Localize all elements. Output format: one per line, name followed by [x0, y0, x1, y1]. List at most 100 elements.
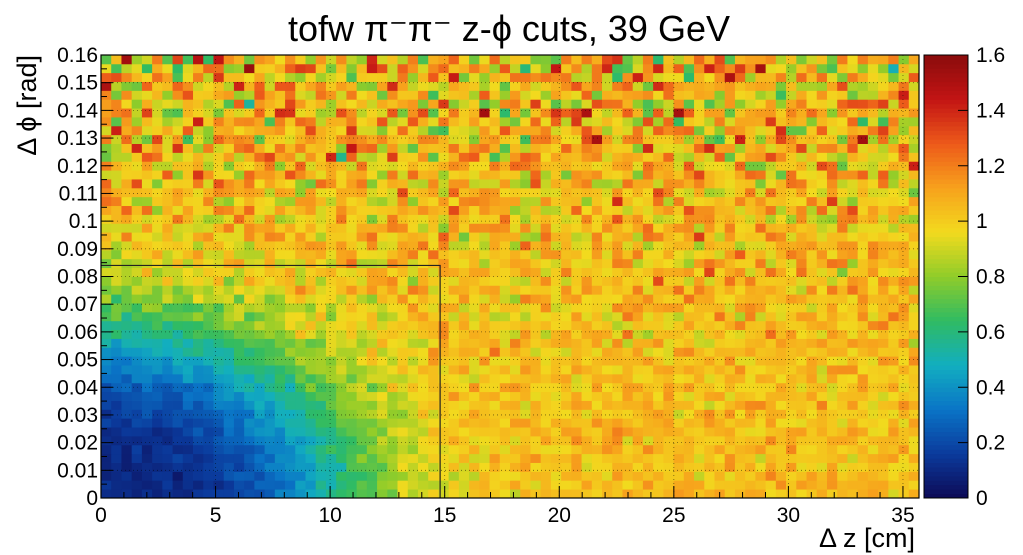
heatmap-cell — [479, 418, 490, 428]
heatmap-cell — [755, 81, 767, 91]
heatmap-cell — [101, 347, 112, 357]
heatmap-cell — [755, 365, 767, 375]
heatmap-cell — [622, 90, 634, 100]
heatmap-cell — [213, 347, 225, 357]
heatmap-cell — [346, 418, 358, 428]
heatmap-cell — [734, 241, 746, 251]
heatmap-cell — [213, 373, 225, 384]
heatmap-cell — [816, 214, 828, 224]
heatmap-cell — [561, 338, 572, 348]
heatmap-cell — [591, 303, 603, 313]
heatmap-cell — [233, 143, 245, 153]
heatmap-cell — [867, 303, 879, 313]
heatmap-cell — [499, 294, 511, 304]
heatmap-cell — [458, 179, 470, 189]
heatmap-cell — [796, 471, 807, 481]
heatmap-cell — [101, 125, 112, 136]
heatmap-cell — [121, 285, 133, 295]
heatmap-cell — [888, 418, 899, 428]
heatmap-cell — [458, 223, 470, 233]
heatmap-cell — [479, 462, 490, 472]
heatmap-cell — [653, 161, 664, 171]
heatmap-cell — [223, 267, 235, 277]
heatmap-cell — [182, 418, 194, 428]
heatmap-cell — [479, 170, 490, 180]
heatmap-cell — [377, 311, 388, 322]
heatmap-cell — [704, 435, 715, 446]
heatmap-cell — [428, 241, 439, 251]
heatmap-cell — [111, 373, 122, 384]
heatmap-cell — [366, 285, 378, 295]
heatmap-cell — [816, 382, 828, 393]
heatmap-cell — [704, 373, 715, 384]
heatmap-cell — [223, 347, 235, 357]
color-scale-segment — [924, 404, 968, 410]
heatmap-cell — [346, 55, 358, 65]
heatmap-cell — [111, 311, 122, 322]
heatmap-cell — [233, 72, 245, 82]
heatmap-cell — [602, 427, 613, 437]
heatmap-cell — [683, 63, 695, 74]
heatmap-cell — [366, 81, 378, 91]
heatmap-cell — [325, 347, 337, 357]
heatmap-cell — [285, 311, 296, 322]
heatmap-cell — [837, 356, 848, 366]
heatmap-cell — [898, 427, 910, 437]
heatmap-cell — [213, 241, 225, 251]
heatmap-cell — [203, 179, 214, 189]
heatmap-cell — [162, 258, 173, 269]
heatmap-cell — [111, 152, 122, 162]
heatmap-cell — [428, 170, 439, 180]
heatmap-cell — [285, 480, 296, 490]
heatmap-cell — [193, 134, 204, 144]
heatmap-cell — [336, 232, 347, 242]
heatmap-cell — [724, 418, 736, 428]
heatmap-cell — [499, 329, 511, 339]
heatmap-cell — [305, 179, 317, 189]
heatmap-cell — [591, 373, 603, 384]
color-scale-segment — [924, 289, 968, 295]
heatmap-cell — [325, 311, 337, 322]
heatmap-cell — [622, 223, 634, 233]
heatmap-cell — [336, 373, 347, 384]
heatmap-cell — [285, 276, 296, 286]
heatmap-cell — [131, 418, 143, 428]
heatmap-cell — [254, 400, 266, 410]
heatmap-cell — [305, 223, 317, 233]
heatmap-cell — [857, 365, 869, 375]
heatmap-cell — [285, 400, 296, 410]
heatmap-cell — [131, 152, 143, 162]
heatmap-cell — [489, 125, 501, 136]
heatmap-cell — [417, 400, 429, 410]
heatmap-cell — [233, 258, 245, 269]
heatmap-cell — [233, 241, 245, 251]
heatmap-cell — [101, 471, 112, 481]
heatmap-cell — [786, 214, 797, 224]
heatmap-cell — [346, 258, 358, 269]
heatmap-cell — [387, 303, 398, 313]
heatmap-cell — [407, 435, 419, 446]
heatmap-cell — [704, 205, 715, 215]
heatmap-cell — [438, 161, 450, 171]
heatmap-cell — [694, 365, 705, 375]
heatmap-cell — [837, 471, 848, 481]
heatmap-cell — [888, 480, 899, 490]
heatmap-cell — [653, 294, 664, 304]
heatmap-cell — [826, 320, 838, 331]
heatmap-cell — [540, 223, 552, 233]
heatmap-cell — [111, 232, 122, 242]
heatmap-cell — [581, 435, 593, 446]
heatmap-cell — [121, 409, 133, 419]
heatmap-cell — [765, 152, 777, 162]
heatmap-cell — [417, 462, 429, 472]
heatmap-cell — [141, 55, 153, 65]
heatmap-cell — [704, 223, 715, 233]
heatmap-cell — [336, 81, 347, 91]
heatmap-cell — [111, 356, 122, 366]
heatmap-cell — [111, 294, 122, 304]
heatmap-cell — [550, 232, 562, 242]
heatmap-cell — [734, 365, 746, 375]
heatmap-cell — [765, 338, 777, 348]
heatmap-cell — [336, 311, 347, 322]
heatmap-cell — [826, 187, 838, 198]
